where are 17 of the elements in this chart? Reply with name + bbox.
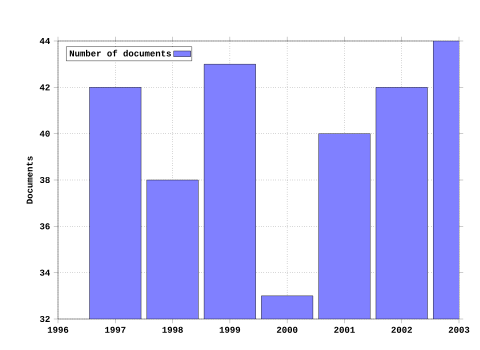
y-tick-label: 40: [40, 130, 50, 137]
y-tick-label: 32: [40, 316, 50, 322]
x-tick-label: 1996: [48, 326, 68, 333]
y-tick-label: 36: [40, 223, 50, 230]
y-axis-title: Documents: [26, 156, 33, 204]
x-tick-label: 2001: [334, 326, 355, 333]
y-tick-label: 44: [40, 38, 50, 44]
x-tick-label: 1999: [220, 326, 240, 333]
x-tick-label: 2002: [391, 326, 412, 333]
x-tick-label: 1998: [162, 326, 183, 333]
x-tick-label: 2000: [276, 326, 298, 333]
x-tick-label: 2003: [448, 326, 470, 333]
legend-label: Number of documents: [70, 50, 171, 56]
y-tick-label: 38: [40, 176, 50, 184]
y-tick-label: 34: [40, 270, 50, 276]
x-tick-label: 1997: [105, 326, 126, 333]
y-tick-label: 42: [40, 84, 50, 90]
